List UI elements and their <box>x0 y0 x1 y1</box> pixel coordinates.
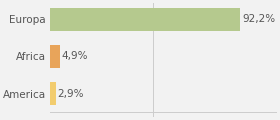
Text: 2,9%: 2,9% <box>58 89 84 99</box>
Bar <box>50 45 60 68</box>
Bar <box>50 8 241 31</box>
Text: 4,9%: 4,9% <box>62 51 88 61</box>
Bar <box>50 82 56 105</box>
Text: 92,2%: 92,2% <box>242 14 275 24</box>
